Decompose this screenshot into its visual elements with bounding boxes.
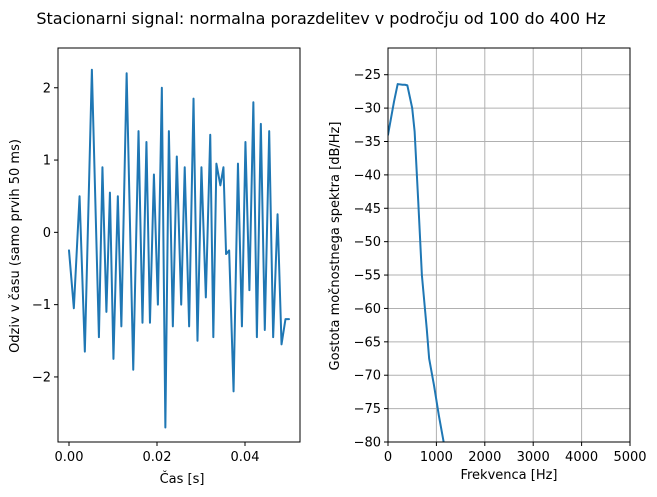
psd-y-tick-label: −35 <box>354 135 381 150</box>
psd-y-tick-label: −75 <box>354 402 381 417</box>
time-y-tick-label: 1 <box>43 154 51 169</box>
time-y-tick-label: −1 <box>32 298 51 313</box>
time-x-axis-label: Čas [s] <box>160 471 205 487</box>
time-y-tick-label: 0 <box>43 226 51 241</box>
psd-y-tick-label: −50 <box>354 235 381 250</box>
psd-y-tick-label: −55 <box>354 269 381 284</box>
time-response-chart: 0.00 0.02 0.04 −2 −1 0 1 2 Čas [s] Odziv v času (… <box>8 47 301 487</box>
psd-y-tick-label: −80 <box>354 436 381 451</box>
psd-x-axis-label: Frekvenca [Hz] <box>460 468 557 483</box>
time-x-tick-label: 0.02 <box>143 450 172 465</box>
psd-x-tick-label: 0 <box>384 450 392 465</box>
psd-y-tick-label: −45 <box>354 202 381 217</box>
psd-y-axis-label: Gostota močnostnega spektra [dB/Hz] <box>328 122 343 371</box>
psd-plot-frame <box>387 47 631 443</box>
psd-y-tick-label: −65 <box>354 335 381 350</box>
psd-x-tick-label: 3000 <box>517 450 550 465</box>
figure-title: Stacionarni signal: normalna porazdelite… <box>36 9 605 28</box>
time-y-tick-label: 2 <box>43 81 51 96</box>
psd-y-tick-label: −70 <box>354 369 381 384</box>
psd-y-tick-label: −60 <box>354 302 381 317</box>
psd-x-tick-label: 1000 <box>420 450 453 465</box>
psd-x-tick-label: 4000 <box>565 450 598 465</box>
psd-y-tick-label: −30 <box>354 102 381 117</box>
psd-x-tick-label: 5000 <box>613 450 646 465</box>
time-plot-frame <box>57 47 301 443</box>
psd-chart: 0 1000 2000 3000 4000 5000 −80 −75 −70 −65 −60 −55 −… <box>328 47 647 483</box>
time-series-line <box>68 68 290 429</box>
psd-series-line <box>388 83 445 442</box>
time-x-tick-label: 0.00 <box>55 450 84 465</box>
psd-x-tick-label: 2000 <box>468 450 501 465</box>
psd-y-tick-label: −25 <box>354 68 381 83</box>
time-x-tick-label: 0.04 <box>231 450 260 465</box>
time-y-axis-label: Odziv v času (samo prvih 50 ms) <box>8 139 23 353</box>
psd-y-tick-label: −40 <box>354 168 381 183</box>
time-y-tick-label: −2 <box>32 370 51 385</box>
